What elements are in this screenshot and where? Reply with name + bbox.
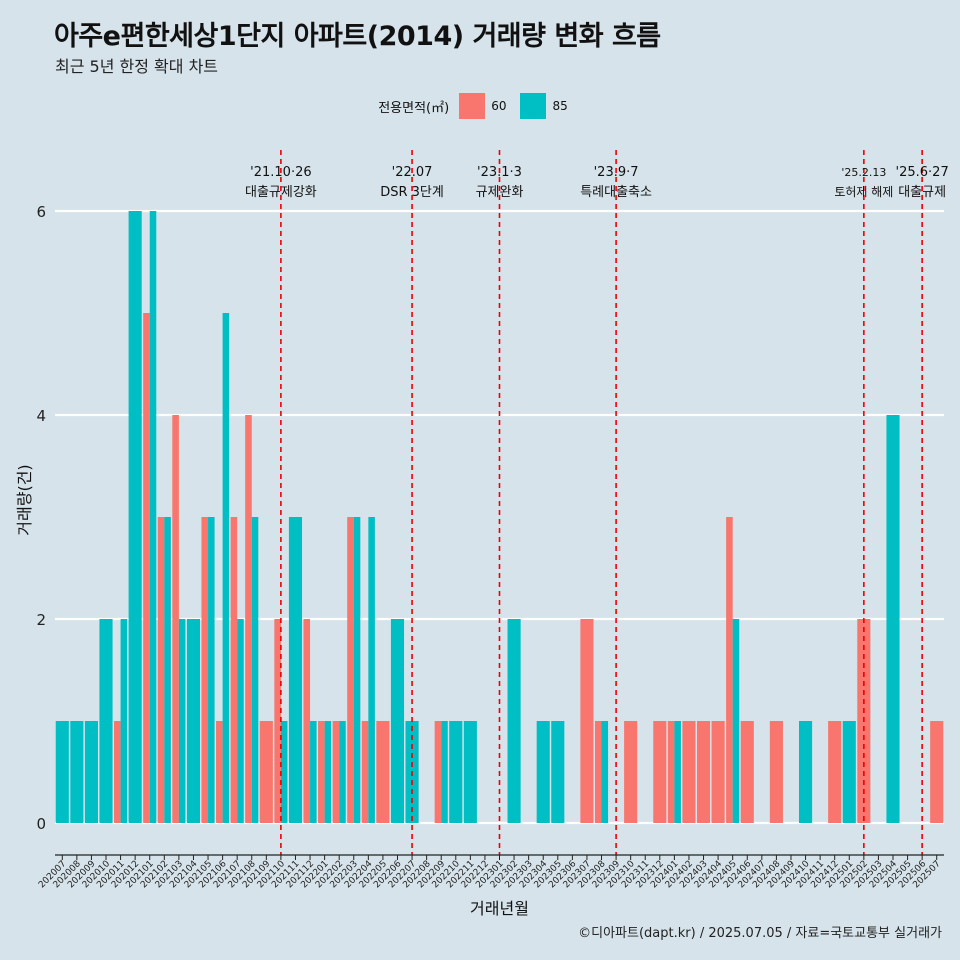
event-date-label: '25.6·27: [896, 165, 949, 180]
source-caption: ©디아파트(dapt.kr) / 2025.07.05 / 자료=국토교통부 실…: [578, 926, 942, 941]
bar-60-202102: [157, 517, 165, 823]
bar-60-202201: [318, 721, 325, 823]
bar-60-202202: [332, 721, 340, 823]
bar-60-202204: [361, 721, 369, 823]
bar-85-202209: [441, 721, 448, 823]
bar-85-202111: [288, 517, 303, 823]
y-tick-label: 0: [36, 815, 46, 833]
bar-60-202109: [259, 721, 273, 823]
bar-60-202404: [711, 721, 725, 823]
bar-60-202108: [245, 415, 252, 823]
event-label: DSR 3단계: [380, 185, 444, 200]
bar-60-202405: [726, 517, 733, 823]
bar-60-202507: [930, 721, 944, 823]
chart-title: 아주e편한세상1단지 아파트(2014) 거래량 변화 흐름: [54, 21, 661, 52]
bar-85-202401: [674, 721, 681, 823]
event-label: 대출규제강화: [245, 185, 317, 200]
bar-60-202401: [667, 721, 675, 823]
bar-60-202101: [143, 313, 150, 823]
bar-60-202103: [172, 415, 179, 823]
bar-85-202106: [222, 313, 230, 823]
bar-85-202410: [798, 721, 813, 823]
bar-85-202206: [390, 619, 405, 823]
legend-key-85: [520, 93, 547, 119]
event-date-label: '25.2.13: [841, 166, 886, 179]
event-date-label: '23.1·3: [477, 165, 522, 180]
bar-85-202202: [339, 721, 346, 823]
event-label: 특례대출축소: [580, 185, 652, 200]
legend-key-60: [459, 93, 486, 119]
bar-85-202009: [84, 721, 98, 823]
legend: 전용면적(㎡) 60 85: [0, 93, 960, 119]
legend-label-60: 60: [491, 99, 507, 113]
bar-60-202209: [434, 721, 442, 823]
bar-85-202201: [324, 721, 332, 823]
event-label: 토허제 해제: [834, 185, 893, 199]
bar-85-202007: [55, 721, 69, 823]
bar-60-202307: [580, 619, 594, 823]
bar-85-202101: [149, 211, 157, 823]
legend-title: 전용면적(㎡): [378, 100, 450, 116]
bar-85-202405: [732, 619, 740, 823]
x-axis-title: 거래년월: [470, 899, 529, 918]
bar-85-202211: [463, 721, 477, 823]
bar-85-202305: [551, 721, 565, 823]
bar-60-202203: [347, 517, 354, 823]
event-label: 대출규제: [898, 185, 946, 200]
bar-60-202312: [653, 721, 667, 823]
bar-60-202112: [303, 619, 311, 823]
event-date-label: '23.9·7: [594, 165, 639, 180]
y-tick-label: 2: [36, 611, 46, 629]
bar-85-202302: [507, 619, 521, 823]
y-axis-title: 거래량(건): [15, 464, 34, 535]
bar-60-202402: [682, 721, 696, 823]
bar-85-202105: [208, 517, 215, 823]
bar-85-202110: [280, 721, 288, 823]
bar-60-202308: [594, 721, 602, 823]
bar-85-202203: [353, 517, 361, 823]
bar-60-202408: [769, 721, 783, 823]
y-tick-label: 6: [36, 203, 46, 221]
event-label: 규제완화: [476, 185, 524, 200]
bar-60-202406: [740, 721, 754, 823]
bar-60-202412: [828, 721, 842, 823]
bar-60-202107: [230, 517, 238, 823]
event-date-label: '21.10·26: [250, 165, 311, 180]
bar-85-202012: [128, 211, 142, 823]
chart-subtitle: 최근 5년 한정 확대 차트: [55, 57, 219, 76]
bar-85-202501: [842, 721, 856, 823]
bar-85-202308: [601, 721, 609, 823]
bar-85-202107: [237, 619, 244, 823]
bar-60-202310: [624, 721, 638, 823]
bar-85-202504: [886, 415, 900, 823]
bar-60-202106: [216, 721, 223, 823]
bar-85-202112: [310, 721, 317, 823]
bar-85-202108: [251, 517, 259, 823]
bar-85-202104: [186, 619, 201, 823]
bar-85-202103: [178, 619, 186, 823]
bar-85-202011: [120, 619, 128, 823]
bar-60-202403: [696, 721, 711, 823]
event-date-label: '22.07: [392, 165, 433, 180]
bar-85-202304: [536, 721, 550, 823]
y-tick-label: 4: [36, 407, 46, 425]
bar-85-202010: [99, 619, 113, 823]
bar-85-202210: [449, 721, 463, 823]
bar-60-202205: [376, 721, 390, 823]
bar-85-202008: [70, 721, 84, 823]
bar-85-202102: [164, 517, 171, 823]
bar-60-202011: [114, 721, 121, 823]
bar-60-202110: [274, 619, 281, 823]
bar-85-202204: [368, 517, 375, 823]
legend-label-85: 85: [552, 99, 568, 113]
bar-60-202105: [201, 517, 209, 823]
